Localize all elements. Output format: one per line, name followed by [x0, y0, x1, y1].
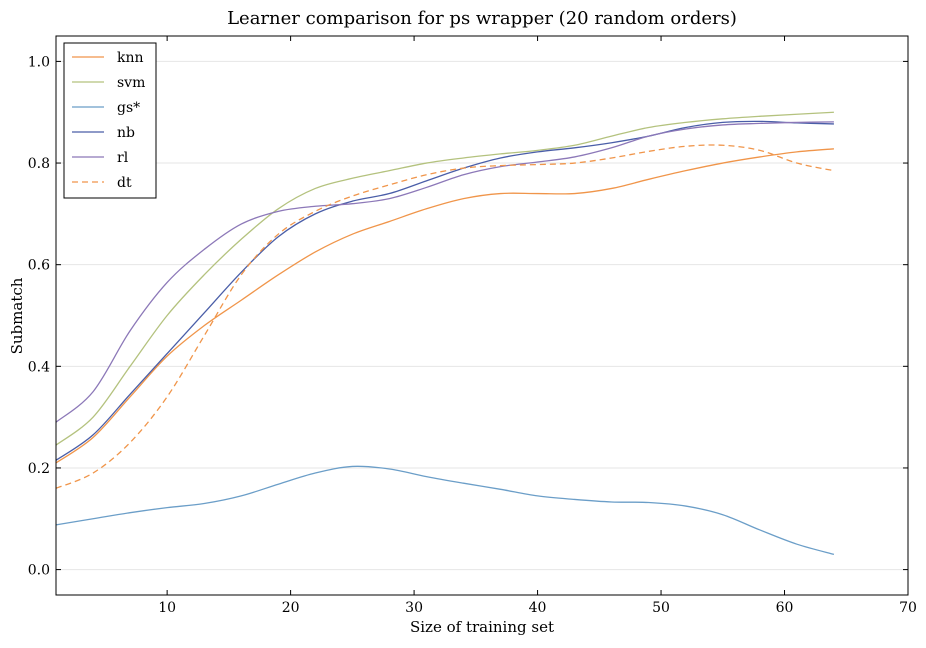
x-tick-label: 20	[282, 600, 300, 616]
x-tick-label: 50	[652, 600, 670, 616]
series-line-knn	[55, 148, 834, 464]
x-tick-label: 70	[899, 600, 917, 616]
series-line-nb	[55, 120, 834, 461]
series-lines	[55, 111, 835, 555]
legend-label: svm	[117, 75, 145, 91]
series-line-rl	[55, 121, 834, 423]
plot-frame	[55, 35, 909, 596]
y-tick-label: 1.0	[28, 54, 50, 70]
x-axis-label: Size of training set	[410, 618, 554, 636]
y-tick-label: 0.4	[28, 359, 50, 375]
legend-items: knn svm gs* nb rl dt	[72, 50, 145, 191]
legend-label: rl	[117, 150, 129, 166]
legend: knn svm gs* nb rl dt	[63, 42, 157, 199]
grid	[56, 60, 908, 571]
legend-label: dt	[117, 175, 132, 191]
legend-label: nb	[117, 125, 135, 141]
x-tick-label: 30	[405, 600, 423, 616]
chart-title: Learner comparison for ps wrapper (20 ra…	[227, 8, 737, 29]
series-line-svm	[55, 111, 834, 446]
y-tick-label: 0.6	[28, 258, 50, 274]
y-tick-label: 0.2	[28, 461, 50, 477]
series-line-gs	[55, 465, 835, 555]
series-line-dt	[55, 144, 835, 489]
x-tick-label: 40	[529, 600, 547, 616]
axis-ticks: 0.0 0.2 0.4 0.6 0.8 1.0 10 20 30 40 50 60 70	[28, 36, 917, 616]
legend-box	[63, 42, 157, 199]
y-axis-label: Submatch	[8, 277, 26, 354]
x-tick-label: 10	[158, 600, 176, 616]
y-tick-label: 0.8	[28, 156, 50, 172]
y-tick-label: 0.0	[28, 563, 50, 579]
legend-label: gs*	[117, 100, 140, 116]
legend-label: knn	[117, 50, 144, 66]
x-tick-label: 60	[776, 600, 794, 616]
